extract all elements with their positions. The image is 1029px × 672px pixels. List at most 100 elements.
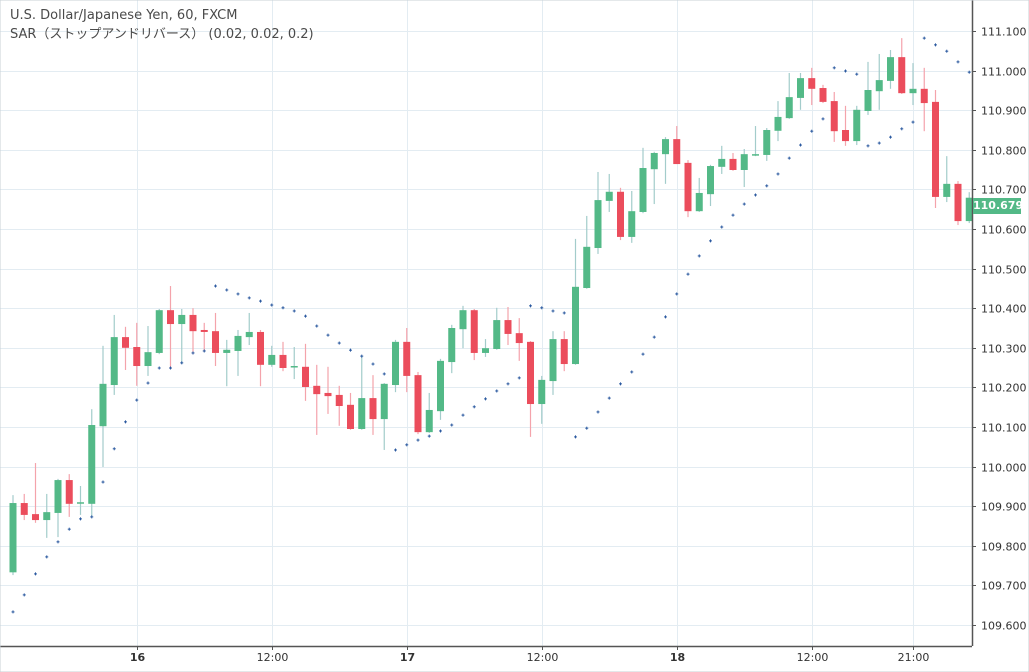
sar-point	[866, 144, 870, 148]
candle-body	[752, 154, 759, 156]
sar-point	[911, 120, 915, 124]
candle-body	[459, 310, 467, 330]
sar-point	[922, 36, 926, 40]
sar-point	[551, 309, 555, 313]
sar-point	[326, 333, 330, 337]
sar-point	[540, 306, 544, 310]
y-tick-label: 110.000	[981, 462, 1027, 475]
x-tick-label: 18	[670, 651, 685, 664]
sar-point	[169, 366, 172, 370]
sar-point	[585, 426, 589, 430]
bearish-candle	[830, 91, 838, 142]
bearish-candle	[200, 322, 208, 352]
sar-point	[787, 156, 791, 160]
x-tick-label: 12:00	[527, 651, 559, 664]
bullish-candle	[99, 345, 107, 467]
candle-body	[324, 392, 332, 397]
bearish-candle	[167, 286, 174, 370]
y-tick-label: 110.500	[981, 264, 1027, 277]
sar-point	[821, 117, 825, 121]
candle-body	[54, 480, 62, 513]
sar-point	[832, 66, 836, 70]
candle-body	[527, 341, 534, 405]
candle-body	[920, 88, 928, 104]
sar-point	[945, 49, 949, 53]
sar-point	[765, 184, 769, 188]
bullish-candle	[572, 238, 579, 365]
sar-point	[461, 413, 465, 417]
bearish-candle	[527, 341, 534, 437]
bullish-candle	[549, 331, 557, 395]
candle-body	[707, 166, 714, 195]
y-tick-label: 110.300	[981, 343, 1027, 356]
bullish-candle	[110, 314, 118, 395]
x-tick-label: 16	[130, 651, 146, 664]
sar-point	[596, 410, 600, 414]
bearish-candle	[302, 343, 309, 401]
candle-body	[167, 310, 174, 325]
bullish-candle	[707, 164, 714, 207]
bullish-candle	[887, 50, 894, 89]
candle-body	[538, 379, 546, 405]
sar-point	[562, 311, 566, 315]
candle-body	[864, 90, 872, 111]
sar-point	[641, 352, 645, 356]
candle-body	[650, 152, 658, 170]
bearish-candle	[20, 493, 28, 521]
sar-point	[270, 303, 274, 307]
bearish-candle	[673, 126, 681, 165]
sar-point	[776, 172, 780, 176]
sar-point	[202, 349, 206, 353]
bullish-candle	[425, 392, 433, 433]
candle-body	[245, 331, 253, 338]
candle-body	[358, 398, 366, 429]
bullish-candle	[965, 192, 973, 224]
candle-body	[639, 168, 647, 212]
sar-point	[855, 72, 859, 76]
sar-point	[472, 405, 476, 409]
bullish-candle	[785, 72, 793, 119]
y-tick-label: 110.700	[981, 184, 1027, 197]
sar-point	[124, 420, 127, 424]
sar-point	[967, 70, 971, 74]
sar-point	[697, 254, 701, 258]
sar-point	[495, 389, 499, 393]
candle-body	[943, 183, 951, 197]
sar-point	[574, 435, 577, 439]
candle-body	[110, 337, 118, 386]
sar-point	[382, 372, 386, 376]
bullish-candle	[459, 305, 467, 349]
bullish-candle	[538, 375, 546, 424]
bullish-candle	[763, 128, 771, 161]
sar-point	[315, 324, 319, 328]
bullish-candle	[605, 173, 613, 212]
current-price-tag: 110.679	[973, 197, 1024, 214]
bearish-candle	[189, 308, 197, 355]
candle-body	[898, 57, 906, 94]
candle-body	[965, 197, 973, 222]
candle-body	[392, 341, 399, 386]
candle-body	[189, 314, 197, 332]
candle-body	[223, 349, 231, 353]
sar-indicator-label: SAR（ストップアンドリバース） (0.02, 0.02, 0.2)	[10, 27, 314, 42]
candle-body	[302, 366, 309, 388]
sar-point	[607, 396, 611, 400]
bullish-candle	[43, 493, 51, 538]
chart-legend: U.S. Dollar/Japanese Yen, 60, FXCM SAR（ス…	[10, 6, 314, 44]
sar-point	[349, 348, 352, 352]
candle-body	[43, 512, 51, 521]
y-tick-label: 109.600	[981, 620, 1027, 633]
candle-body	[178, 314, 186, 325]
bearish-candle	[279, 341, 287, 372]
bullish-candle	[718, 145, 726, 174]
y-tick-label: 110.600	[981, 224, 1027, 237]
sar-point	[742, 202, 746, 206]
candle-body	[20, 503, 28, 515]
bullish-candle	[245, 312, 253, 346]
candle-body	[830, 101, 838, 132]
candle-body	[932, 101, 939, 197]
symbol-title: U.S. Dollar/Japanese Yen, 60, FXCM	[10, 8, 238, 23]
sar-point	[934, 43, 937, 47]
